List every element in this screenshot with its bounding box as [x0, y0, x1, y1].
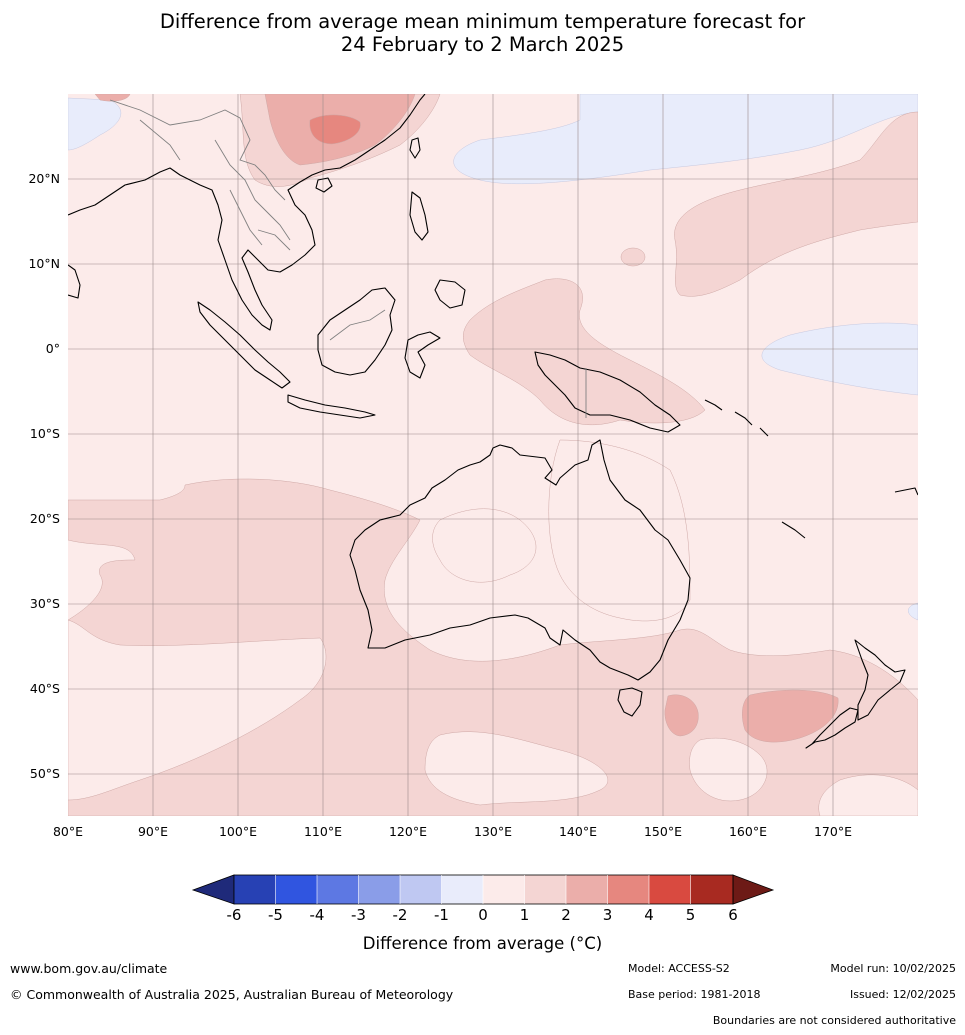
colorbar-tick-m1: -1: [434, 906, 449, 924]
website-link[interactable]: www.bom.gov.au/climate: [10, 961, 168, 976]
warm-region-tasman-west: [664, 694, 699, 737]
colorbar-bin-10: [607, 875, 649, 904]
colorbar-bin-5: [400, 875, 442, 904]
base-pocket-east-australia: [548, 439, 691, 622]
lon-label-90e: 90°E: [137, 824, 169, 839]
coastlines: [68, 94, 918, 749]
warm-region-tasman-east: [742, 689, 839, 743]
colorbar-tick-4: 4: [644, 906, 654, 924]
colorbar-bin-7: [483, 875, 525, 904]
issued-date: Issued: 12/02/2025: [849, 988, 956, 1001]
colorbar-bin-3: [317, 875, 359, 904]
java-coast: [287, 394, 376, 419]
lat-label-10n: 10°N: [28, 256, 60, 271]
colorbar-bin-4: [358, 875, 400, 904]
lon-label-130e: 130°E: [473, 824, 512, 839]
sumatra-coast: [197, 301, 291, 389]
hainan-coast: [315, 177, 333, 193]
model-name: Model: ACCESS-S2: [628, 962, 730, 975]
base-pocket-central-australia: [432, 508, 537, 583]
colorbar-bin-8: [524, 875, 566, 904]
lon-label-170e: 170°E: [813, 824, 852, 839]
lon-label-120e: 120°E: [388, 824, 427, 839]
country-borders: [109, 99, 587, 418]
lon-label-110e: 110°E: [303, 824, 342, 839]
new-guinea-coast: [534, 351, 681, 433]
lat-label-10s: 10°S: [29, 426, 60, 441]
cool-region-east-equator: [761, 322, 918, 396]
cool-region-northwest: [68, 97, 122, 151]
colorbar-label: Difference from average (°C): [362, 934, 603, 953]
colorbar-high-extend: [732, 874, 775, 905]
lat-label-40s: 40°S: [29, 681, 60, 696]
model-run-date: Model run: 10/02/2025: [830, 962, 956, 975]
lon-label-100e: 100°E: [218, 824, 257, 839]
warm-region-pacific-northeast: [674, 111, 918, 297]
colorbar-bin-2: [275, 875, 317, 904]
australia-coast: [349, 439, 691, 681]
base-pocket-south: [424, 731, 608, 806]
colorbar-tick-m6: -6: [226, 906, 242, 924]
colorbar-tick-m2: -2: [392, 906, 408, 924]
india-coast: [68, 264, 81, 299]
warm-region-png: [463, 278, 706, 426]
colorbar-tick-m5: -5: [268, 906, 283, 924]
colorbar-tick-2: 2: [561, 906, 571, 924]
lat-label-20n: 20°N: [28, 171, 60, 186]
copyright-notice: © Commonwealth of Australia 2025, Austra…: [10, 987, 454, 1002]
colorbar: [191, 874, 775, 905]
boundaries-disclaimer: Boundaries are not considered authoritat…: [712, 1014, 956, 1027]
nz-south-island-coast: [805, 707, 859, 749]
cool-region-north: [453, 94, 918, 185]
lat-label-20s: 20°S: [29, 511, 60, 526]
tasmania-coast: [617, 687, 643, 717]
base-pocket-tasman: [689, 737, 768, 802]
warm-region-south-china-core: [309, 114, 361, 145]
pacific-islands-coast: [704, 399, 918, 539]
warm-region-nw-corner: [94, 94, 131, 102]
lat-label-30s: 30°S: [29, 596, 60, 611]
lat-label-0: 0°: [45, 341, 60, 356]
forecast-map: [68, 94, 918, 816]
taiwan-coast: [409, 137, 421, 159]
map-title: Difference from average mean minimum tem…: [0, 10, 965, 56]
colorbar-tick-1: 1: [519, 906, 530, 924]
colorbar-tick-m4: -4: [309, 906, 325, 924]
base-period: Base period: 1981-2018: [628, 988, 761, 1001]
colorbar-bin-1: [234, 875, 276, 904]
warm-region-small-pacific: [620, 247, 646, 267]
lat-label-50s: 50°S: [29, 766, 60, 781]
base-pocket-south-indian: [68, 619, 327, 801]
borneo-coast: [317, 287, 396, 376]
colorbar-tick-5: 5: [685, 906, 696, 924]
lon-label-80e: 80°E: [52, 824, 84, 839]
mindanao-coast: [434, 279, 466, 309]
colorbar-tick-0: 0: [478, 906, 488, 924]
warm-region-indian-ocean: [68, 478, 918, 816]
nz-north-island-coast: [854, 639, 906, 721]
colorbar-tick-6: 6: [728, 906, 738, 924]
colorbar-tick-3: 3: [602, 906, 613, 924]
base-pocket-se-corner: [818, 774, 918, 816]
lon-label-140e: 140°E: [558, 824, 597, 839]
sulawesi-coast: [404, 331, 441, 379]
asia-mainland-coast: [68, 94, 426, 331]
colorbar-bin-11: [649, 875, 691, 904]
colorbar-bin-9: [566, 875, 608, 904]
colorbar-low-extend: [191, 874, 235, 905]
colorbar-tick-m3: -3: [351, 906, 366, 924]
title-line-2: 24 February to 2 March 2025: [340, 33, 625, 56]
colorbar-bin-12: [690, 875, 733, 904]
asia-borders: [109, 99, 291, 251]
luzon-coast: [409, 191, 429, 241]
title-line-1: Difference from average mean minimum tem…: [159, 10, 806, 33]
map-panel: 20°N 10°N 0° 10°S 20°S 30°S 40°S 50°S 80…: [28, 94, 918, 839]
colorbar-bin-6: [441, 875, 483, 904]
borneo-border: [329, 309, 386, 341]
lon-label-150e: 150°E: [643, 824, 682, 839]
lon-label-160e: 160°E: [728, 824, 767, 839]
graticule: [68, 94, 918, 816]
